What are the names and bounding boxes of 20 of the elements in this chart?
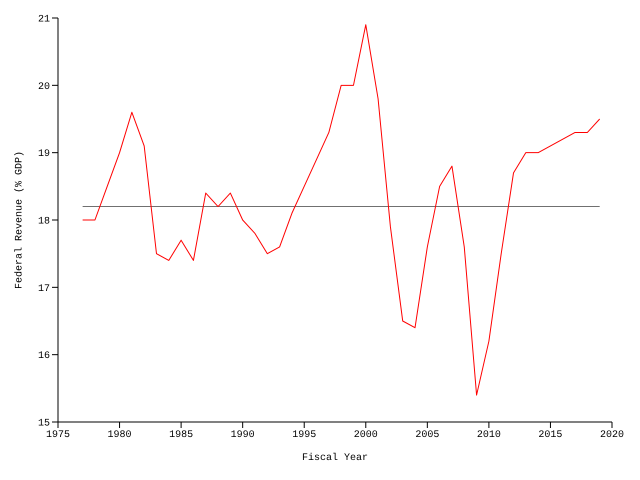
y-tick-label: 16 — [38, 351, 50, 362]
x-tick-label: 2015 — [538, 430, 562, 442]
x-tick-label: 1975 — [46, 430, 70, 442]
y-tick-label: 17 — [38, 284, 50, 295]
y-tick-label: 21 — [38, 14, 50, 26]
y-tick-label: 18 — [38, 216, 50, 228]
x-tick-label: 1995 — [292, 430, 316, 442]
y-tick-label: 19 — [38, 149, 50, 160]
x-tick-label: 2005 — [415, 430, 440, 442]
line-series — [82, 24, 600, 396]
x-axis-title: Fiscal Year — [302, 452, 368, 464]
x-tick-label: 1980 — [108, 430, 132, 442]
x-tick-label: 2000 — [354, 430, 378, 442]
y-axis-title: Federal Revenue (% GDP) — [14, 150, 26, 290]
y-tick-label: 20 — [38, 82, 50, 93]
x-tick-label: 1990 — [230, 430, 255, 442]
y-tick-label: 15 — [38, 418, 50, 430]
x-tick-label: 2010 — [476, 430, 501, 442]
x-tick-label: 2020 — [600, 430, 624, 442]
x-tick-label: 1985 — [169, 430, 194, 442]
